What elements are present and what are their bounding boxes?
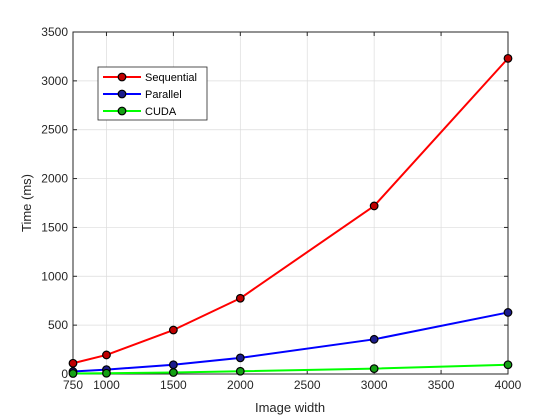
x-tick-label: 1000 — [93, 378, 120, 392]
y-tick-label: 1000 — [41, 269, 68, 283]
legend-marker-sequential — [118, 73, 126, 81]
legend: Sequential Parallel CUDA — [98, 67, 207, 120]
data-point-parallel — [504, 309, 512, 317]
x-tick-label: 3500 — [428, 378, 455, 392]
legend-marker-cuda — [118, 107, 126, 115]
legend-marker-parallel — [118, 90, 126, 98]
data-point-sequential — [237, 294, 245, 302]
data-point-cuda — [69, 370, 77, 378]
legend-label-sequential: Sequential — [145, 72, 197, 84]
y-tick-label: 3500 — [41, 25, 68, 39]
x-tick-label: 1500 — [160, 378, 187, 392]
y-tick-label: 0 — [61, 367, 68, 381]
x-axis-label: Image width — [255, 400, 325, 415]
x-tick-label: 2500 — [294, 378, 321, 392]
data-point-sequential — [370, 202, 378, 210]
y-tick-label: 3000 — [41, 74, 68, 88]
data-point-parallel — [370, 336, 378, 344]
legend-label-cuda: CUDA — [145, 106, 177, 118]
data-point-cuda — [370, 365, 378, 373]
data-point-cuda — [237, 367, 245, 375]
data-point-parallel — [237, 354, 245, 362]
data-point-sequential — [69, 359, 77, 367]
legend-label-parallel: Parallel — [145, 89, 182, 101]
y-tick-label: 2500 — [41, 123, 68, 137]
x-tick-label: 4000 — [495, 378, 522, 392]
data-point-sequential — [103, 351, 111, 359]
data-point-cuda — [170, 369, 178, 377]
y-tick-labels: 0 500 1000 1500 2000 2500 3000 3500 — [41, 25, 68, 381]
data-point-sequential — [504, 55, 512, 63]
data-point-cuda — [504, 361, 512, 369]
x-tick-label: 2000 — [227, 378, 254, 392]
y-tick-label: 500 — [48, 318, 68, 332]
y-axis-label: Time (ms) — [19, 174, 34, 232]
y-tick-label: 1500 — [41, 220, 68, 234]
data-point-parallel — [170, 361, 178, 369]
data-point-cuda — [103, 369, 111, 377]
x-tick-labels: 750 1000 1500 2000 2500 3000 3500 4000 — [63, 378, 522, 392]
data-point-sequential — [170, 326, 178, 334]
y-tick-label: 2000 — [41, 172, 68, 186]
x-tick-label: 3000 — [361, 378, 388, 392]
